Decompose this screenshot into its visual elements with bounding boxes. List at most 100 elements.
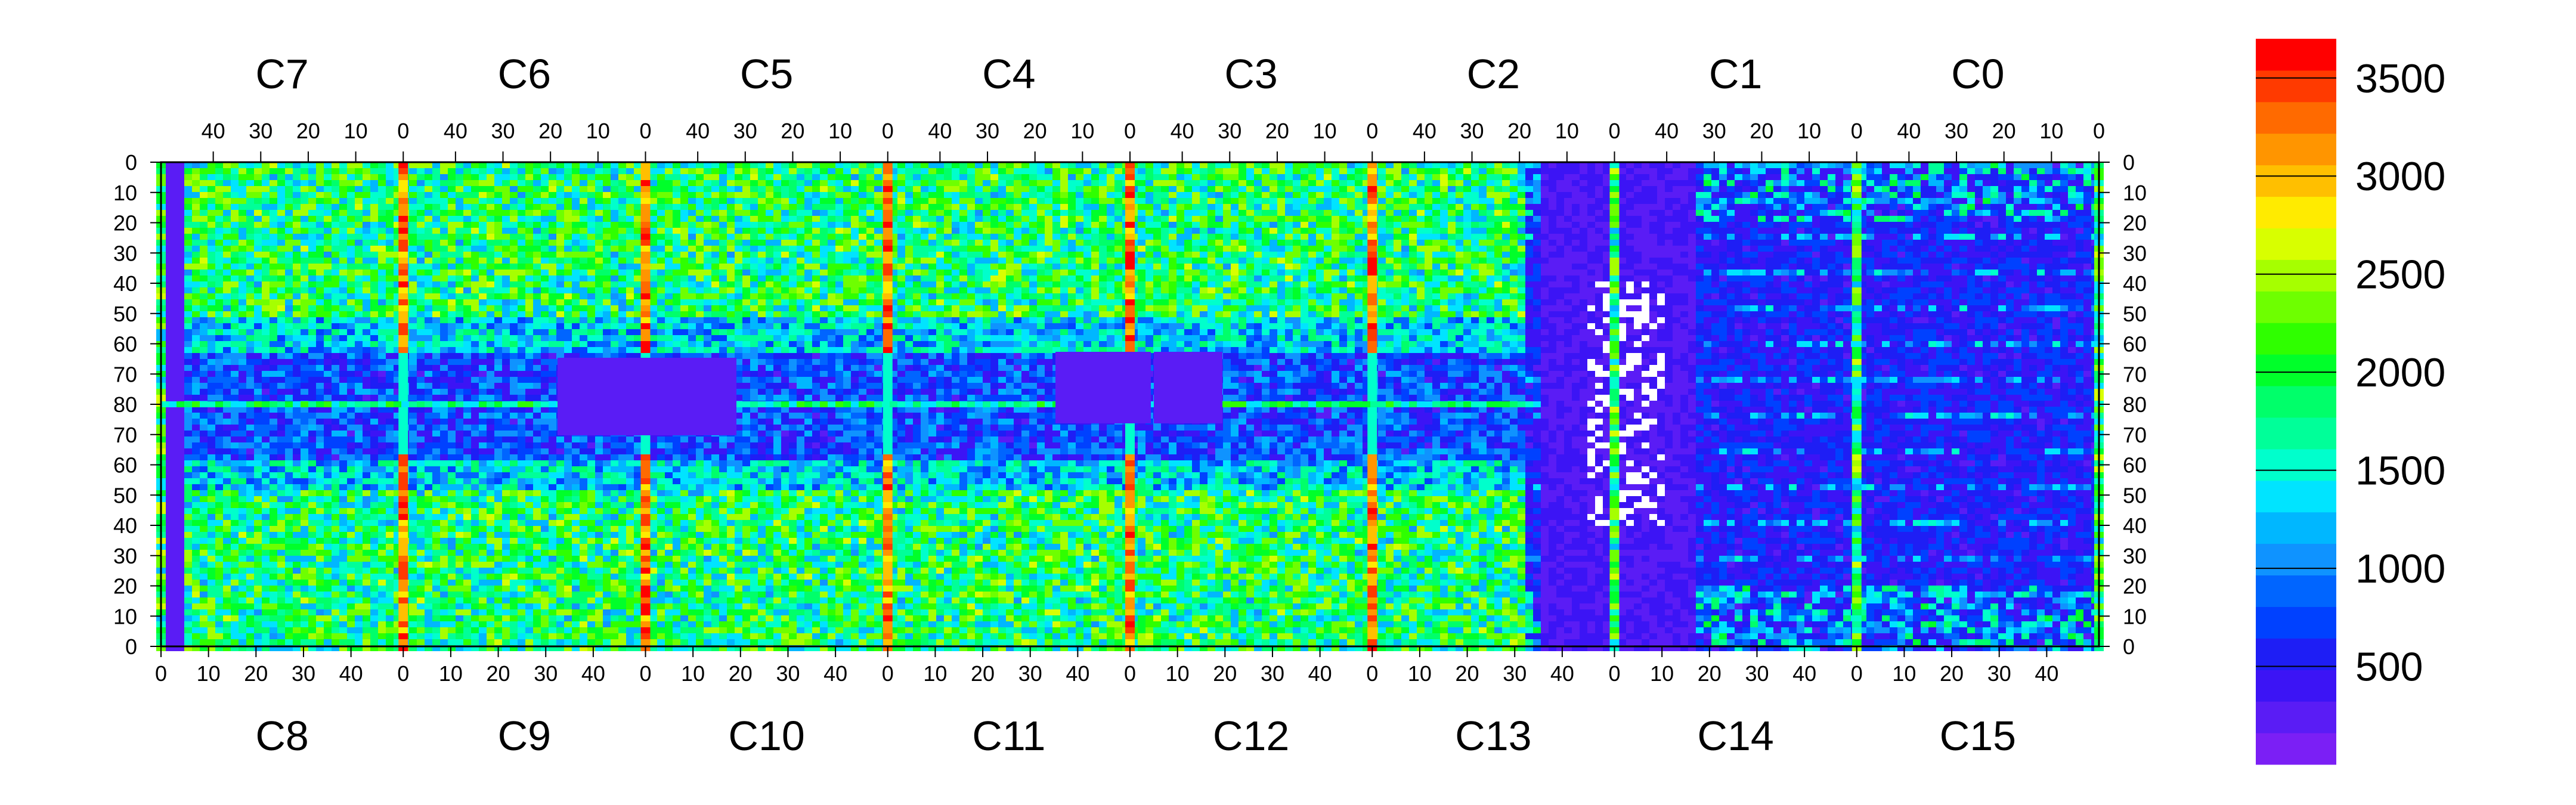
hot-column-cell bbox=[883, 383, 893, 389]
hot-column-cell bbox=[1367, 526, 1377, 532]
hot-column-cell bbox=[883, 258, 893, 264]
hot-column-cell bbox=[1367, 538, 1377, 544]
hot-column-cell bbox=[1125, 246, 1135, 252]
hot-column-cell bbox=[1125, 556, 1135, 562]
hot-column-cell bbox=[1852, 228, 1862, 234]
hot-column-cell bbox=[398, 550, 408, 556]
hot-column-cell bbox=[883, 597, 893, 603]
hot-column-cell bbox=[1367, 341, 1377, 347]
mid-row-cell bbox=[525, 401, 533, 407]
hot-column-cell bbox=[1367, 317, 1377, 323]
hot-column-cell bbox=[1609, 270, 1620, 275]
hot-column-cell bbox=[398, 419, 408, 425]
low-occupancy-region bbox=[558, 358, 736, 435]
top-tick-label: 30 bbox=[1945, 119, 1968, 143]
hot-column-cell bbox=[1125, 526, 1135, 532]
hot-column-cell bbox=[1609, 275, 1620, 281]
hot-column-cell bbox=[1125, 460, 1135, 466]
mid-row-cell bbox=[820, 401, 828, 407]
hot-column-cell bbox=[883, 347, 893, 353]
hot-column-cell bbox=[1852, 377, 1862, 383]
mid-row-cell bbox=[1479, 401, 1487, 407]
hot-column-cell bbox=[1852, 633, 1862, 639]
mid-row-cell bbox=[928, 401, 936, 407]
mid-row-cell bbox=[456, 401, 463, 407]
hot-column-cell bbox=[640, 186, 651, 192]
hot-column-cell bbox=[1125, 538, 1135, 544]
hot-column-cell bbox=[398, 329, 408, 335]
hot-column-cell bbox=[1852, 621, 1862, 627]
mid-row-cell bbox=[944, 401, 952, 407]
hot-column-cell bbox=[883, 275, 893, 281]
hot-column-cell bbox=[883, 532, 893, 538]
bottom-tick-label: 40 bbox=[823, 661, 847, 686]
hot-column-cell bbox=[1125, 252, 1135, 258]
hot-column-cell bbox=[1367, 580, 1377, 586]
mid-row-cell bbox=[952, 401, 959, 407]
colorbar-label: 3000 bbox=[2355, 154, 2445, 199]
mid-row-cell bbox=[766, 401, 773, 407]
mid-row-cell bbox=[828, 401, 835, 407]
mid-row-cell bbox=[184, 401, 192, 407]
hot-column-cell bbox=[398, 466, 408, 472]
hot-column-cell bbox=[1609, 562, 1620, 568]
top-tick-label: 30 bbox=[249, 119, 273, 143]
chip-label-bottom: C14 bbox=[1697, 713, 1773, 759]
mid-row-cell bbox=[859, 401, 866, 407]
colorbar-segment bbox=[2256, 386, 2336, 418]
hot-column-cell bbox=[1609, 633, 1620, 639]
bottom-tick-label: 40 bbox=[1066, 661, 1089, 686]
hot-column-cell bbox=[398, 484, 408, 490]
hot-column-cell bbox=[640, 508, 651, 514]
low-occupancy-region bbox=[1154, 352, 1222, 423]
hot-column-cell bbox=[1367, 258, 1377, 264]
top-tick-label: 30 bbox=[1702, 119, 1726, 143]
hot-column-cell bbox=[398, 371, 408, 377]
hot-column-cell bbox=[1125, 472, 1135, 478]
hot-column-cell bbox=[1852, 490, 1862, 496]
mid-row-cell bbox=[1463, 401, 1471, 407]
y-tick-label-right: 70 bbox=[2123, 362, 2147, 386]
mid-row-cell bbox=[1378, 401, 1386, 407]
hot-column-cell bbox=[1367, 448, 1377, 454]
hot-column-cell bbox=[398, 425, 408, 431]
hot-column-cell bbox=[1367, 562, 1377, 568]
hot-column-cell bbox=[1367, 621, 1377, 627]
mid-row-cell bbox=[1014, 401, 1021, 407]
hot-column-cell bbox=[398, 478, 408, 484]
hot-column-cell bbox=[1367, 311, 1377, 317]
hot-column-cell bbox=[1609, 359, 1620, 365]
bottom-tick-label: 30 bbox=[776, 661, 800, 686]
hot-column-cell bbox=[883, 574, 893, 580]
hot-column-cell bbox=[1125, 323, 1135, 329]
hot-column-cell bbox=[640, 299, 651, 305]
colorbar-label: 2000 bbox=[2355, 350, 2445, 395]
mid-row-cell bbox=[1223, 401, 1231, 407]
hot-column-cell bbox=[398, 228, 408, 234]
y-tick-label-right: 60 bbox=[2123, 453, 2147, 478]
mid-row-cell bbox=[177, 401, 184, 407]
hot-column-cell bbox=[1852, 246, 1862, 252]
top-tick-label: 0 bbox=[1608, 119, 1620, 143]
hot-column-cell bbox=[640, 258, 651, 264]
hot-column-cell bbox=[640, 532, 651, 538]
hot-column-cell bbox=[883, 615, 893, 621]
hot-column-cell bbox=[398, 442, 408, 448]
hot-column-cell bbox=[1609, 234, 1620, 240]
y-tick-label-right: 80 bbox=[2123, 392, 2147, 417]
y-tick-label-right: 0 bbox=[2123, 150, 2135, 175]
hot-column-cell bbox=[1367, 425, 1377, 431]
hot-column-cell bbox=[1125, 258, 1135, 264]
hot-column-cell bbox=[398, 180, 408, 186]
hot-column-cell bbox=[1852, 275, 1862, 281]
hot-column-cell bbox=[1367, 574, 1377, 580]
hot-column-cell bbox=[1852, 252, 1862, 258]
hot-column-cell bbox=[1609, 580, 1620, 586]
mid-row-cell bbox=[277, 401, 285, 407]
chip-label-top: C6 bbox=[498, 51, 551, 97]
mid-row-cell bbox=[1029, 401, 1037, 407]
top-tick-label: 0 bbox=[1851, 119, 1863, 143]
hot-column-cell bbox=[398, 383, 408, 389]
hot-column-cell bbox=[1367, 305, 1377, 311]
hot-column-cell bbox=[640, 580, 651, 586]
